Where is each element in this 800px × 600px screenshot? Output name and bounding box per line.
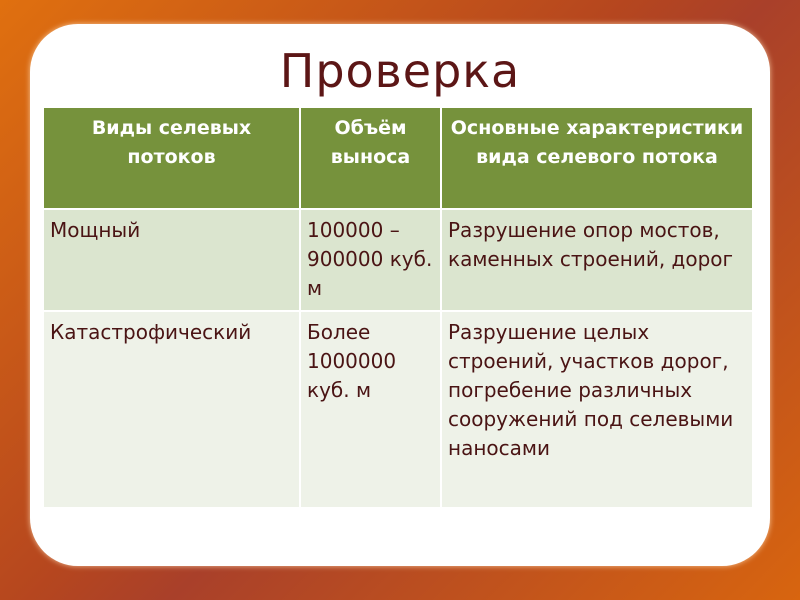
table-cell: Катастрофический [42,310,301,509]
table-cell: 100000 – 900000 куб. м [299,208,442,312]
table-cell: Разрушение опор мостов, каменных строени… [440,208,754,312]
header-cell: Виды селевых потоков [42,106,301,210]
slide-title: Проверка [279,44,521,98]
header-row: Виды селевых потоков Объём выноса Основн… [42,106,754,210]
header-cell: Основные характеристики вида селевого по… [440,106,754,210]
table-cell: Разрушение целых строений, участков доро… [440,310,754,509]
table-cell: Более 1000000 куб. м [299,310,442,509]
header-cell: Объём выноса [299,106,442,210]
table-cell: Мощный [42,208,301,312]
table-row: Катастрофический Более 1000000 куб. м Ра… [42,310,754,509]
table-row: Мощный 100000 – 900000 куб. м Разрушение… [42,208,754,312]
mudflow-table: Виды селевых потоков Объём выноса Основн… [42,106,754,509]
